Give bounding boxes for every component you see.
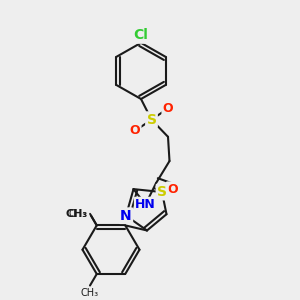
- Text: Cl: Cl: [134, 28, 148, 43]
- Text: CH₃: CH₃: [69, 209, 87, 219]
- Text: CH₃: CH₃: [66, 209, 88, 219]
- Text: O: O: [163, 102, 173, 115]
- Text: CH₃: CH₃: [81, 289, 99, 298]
- Text: O: O: [130, 124, 140, 137]
- Text: S: S: [157, 185, 167, 199]
- Text: HN: HN: [135, 198, 156, 211]
- Text: S: S: [146, 113, 157, 127]
- Text: O: O: [167, 183, 178, 196]
- Text: N: N: [120, 209, 132, 223]
